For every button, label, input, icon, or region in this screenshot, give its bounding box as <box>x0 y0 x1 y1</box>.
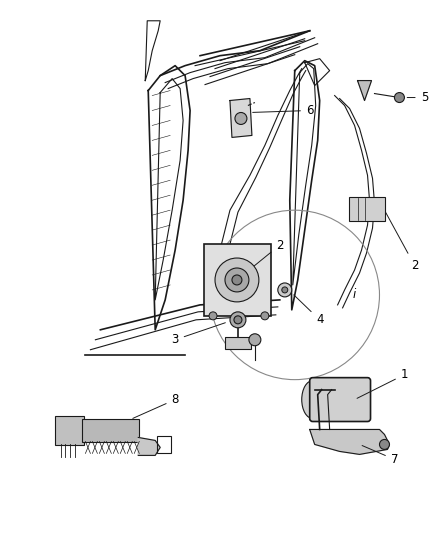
Circle shape <box>282 287 288 293</box>
Text: 4: 4 <box>294 295 323 326</box>
Circle shape <box>395 93 404 102</box>
Circle shape <box>230 312 246 328</box>
Text: 8: 8 <box>133 393 179 418</box>
FancyBboxPatch shape <box>54 416 85 446</box>
Circle shape <box>249 334 261 346</box>
Circle shape <box>235 112 247 124</box>
Polygon shape <box>357 80 371 101</box>
Circle shape <box>379 439 389 449</box>
Circle shape <box>225 268 249 292</box>
Text: 6: 6 <box>253 104 314 117</box>
Circle shape <box>278 283 292 297</box>
Text: 3: 3 <box>171 322 225 346</box>
FancyBboxPatch shape <box>310 378 371 422</box>
Text: 5: 5 <box>407 91 428 104</box>
Circle shape <box>209 312 217 320</box>
Polygon shape <box>138 438 160 455</box>
FancyBboxPatch shape <box>349 197 385 221</box>
Circle shape <box>234 316 242 324</box>
FancyBboxPatch shape <box>204 244 271 316</box>
FancyBboxPatch shape <box>82 418 139 442</box>
Circle shape <box>261 312 269 320</box>
Circle shape <box>232 275 242 285</box>
Ellipse shape <box>302 381 324 418</box>
Polygon shape <box>230 99 252 138</box>
Text: i: i <box>353 288 356 301</box>
Text: 7: 7 <box>362 446 398 466</box>
Text: 1: 1 <box>357 368 408 398</box>
FancyBboxPatch shape <box>225 337 251 349</box>
Text: 2: 2 <box>239 239 283 278</box>
Text: 2: 2 <box>386 213 418 271</box>
Circle shape <box>215 258 259 302</box>
Polygon shape <box>310 430 389 455</box>
